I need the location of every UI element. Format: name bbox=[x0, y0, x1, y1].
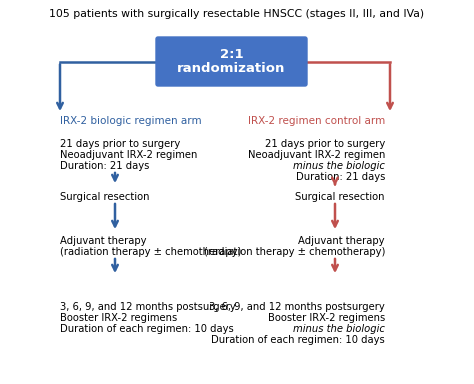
Text: Duration: 21 days: Duration: 21 days bbox=[60, 161, 149, 171]
Text: Surgical resection: Surgical resection bbox=[295, 192, 385, 202]
Text: 3, 6, 9, and 12 months postsurgery: 3, 6, 9, and 12 months postsurgery bbox=[209, 302, 385, 312]
Text: Booster IRX-2 regimens: Booster IRX-2 regimens bbox=[60, 313, 177, 323]
Text: Adjuvant therapy: Adjuvant therapy bbox=[60, 236, 146, 246]
Text: Neoadjuvant IRX-2 regimen: Neoadjuvant IRX-2 regimen bbox=[247, 150, 385, 160]
Text: minus the biologic: minus the biologic bbox=[293, 324, 385, 334]
Text: (radiation therapy ± chemotherapy): (radiation therapy ± chemotherapy) bbox=[204, 247, 385, 257]
Text: 21 days prior to surgery: 21 days prior to surgery bbox=[60, 139, 180, 149]
FancyBboxPatch shape bbox=[156, 37, 307, 86]
Text: Surgical resection: Surgical resection bbox=[60, 192, 149, 202]
Text: IRX-2 biologic regimen arm: IRX-2 biologic regimen arm bbox=[60, 116, 201, 126]
Text: Duration of each regimen: 10 days: Duration of each regimen: 10 days bbox=[60, 324, 234, 334]
Text: (radiation therapy ± chemotherapy): (radiation therapy ± chemotherapy) bbox=[60, 247, 241, 257]
Text: Duration: 21 days: Duration: 21 days bbox=[296, 172, 385, 182]
Text: 2:1
randomization: 2:1 randomization bbox=[177, 48, 286, 76]
Text: Neoadjuvant IRX-2 regimen: Neoadjuvant IRX-2 regimen bbox=[60, 150, 197, 160]
Text: IRX-2 regimen control arm: IRX-2 regimen control arm bbox=[248, 116, 385, 126]
Text: 105 patients with surgically resectable HNSCC (stages II, III, and IVa): 105 patients with surgically resectable … bbox=[49, 9, 425, 19]
Text: Duration of each regimen: 10 days: Duration of each regimen: 10 days bbox=[211, 335, 385, 345]
Text: 3, 6, 9, and 12 months postsurgery: 3, 6, 9, and 12 months postsurgery bbox=[60, 302, 236, 312]
Text: Booster IRX-2 regimens: Booster IRX-2 regimens bbox=[268, 313, 385, 323]
Text: 21 days prior to surgery: 21 days prior to surgery bbox=[265, 139, 385, 149]
Text: minus the biologic: minus the biologic bbox=[293, 161, 385, 171]
Text: Adjuvant therapy: Adjuvant therapy bbox=[299, 236, 385, 246]
